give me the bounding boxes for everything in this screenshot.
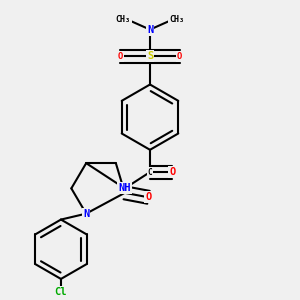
Text: O: O (177, 52, 182, 61)
Text: NH: NH (118, 183, 131, 194)
Text: N: N (83, 208, 89, 219)
Text: CH₃: CH₃ (169, 15, 184, 24)
Text: CH₃: CH₃ (116, 15, 131, 24)
Text: S: S (147, 51, 153, 61)
Text: Cl: Cl (55, 287, 67, 297)
Text: O: O (169, 167, 176, 177)
Text: O: O (118, 52, 123, 61)
Text: N: N (147, 25, 153, 34)
Text: O: O (146, 192, 152, 202)
Text: C: C (148, 168, 152, 177)
